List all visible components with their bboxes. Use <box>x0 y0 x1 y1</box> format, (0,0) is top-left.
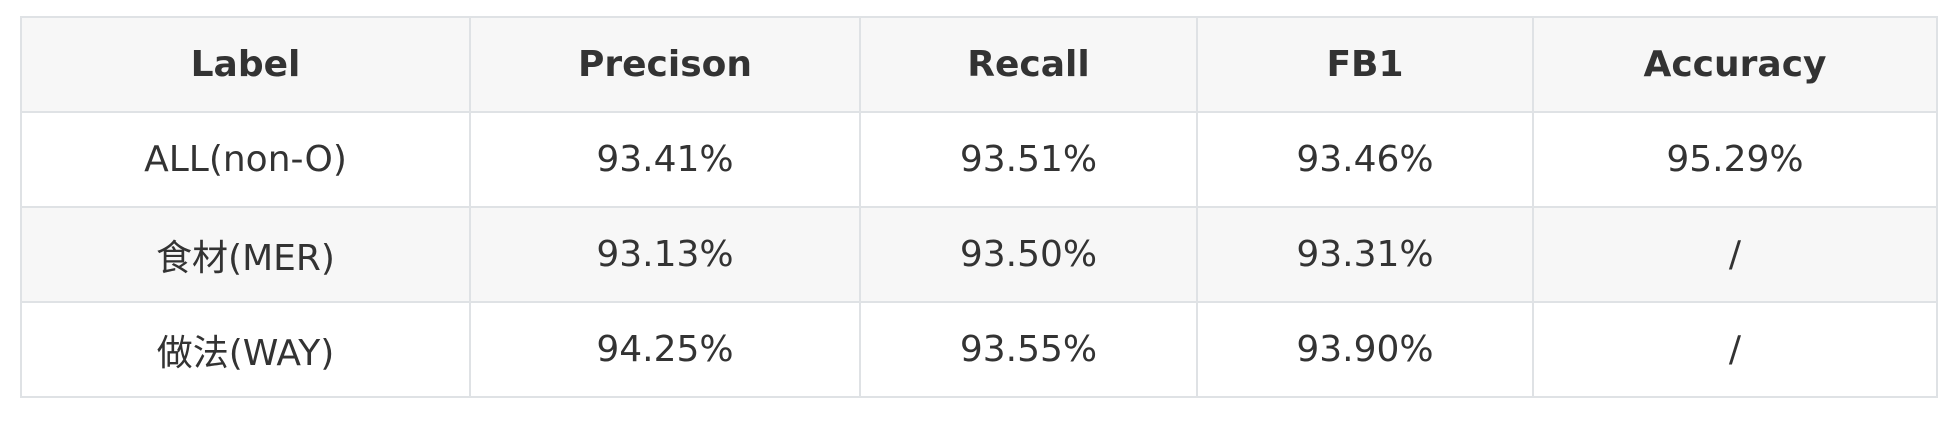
table-body: ALL(non-O) 93.41% 93.51% 93.46% 95.29% 食… <box>20 111 1938 398</box>
cell-precision: 94.25% <box>469 301 861 398</box>
metrics-table: Label Precison Recall FB1 Accuracy ALL(n… <box>20 16 1938 398</box>
header-precision: Precison <box>469 16 861 113</box>
cell-accuracy: / <box>1532 206 1938 303</box>
cell-recall: 93.51% <box>859 111 1198 208</box>
cell-label: 食材(MER) <box>20 206 471 303</box>
cell-label: ALL(non-O) <box>20 111 471 208</box>
header-fb1: FB1 <box>1196 16 1534 113</box>
cell-precision: 93.13% <box>469 206 861 303</box>
cell-label: 做法(WAY) <box>20 301 471 398</box>
cell-fb1: 93.90% <box>1196 301 1534 398</box>
table-row: ALL(non-O) 93.41% 93.51% 93.46% 95.29% <box>20 111 1938 208</box>
header-label: Label <box>20 16 471 113</box>
header-recall: Recall <box>859 16 1198 113</box>
table-header: Label Precison Recall FB1 Accuracy <box>20 16 1938 113</box>
header-accuracy: Accuracy <box>1532 16 1938 113</box>
cell-accuracy: / <box>1532 301 1938 398</box>
header-row: Label Precison Recall FB1 Accuracy <box>20 16 1938 113</box>
table-row: 食材(MER) 93.13% 93.50% 93.31% / <box>20 206 1938 303</box>
cell-fb1: 93.46% <box>1196 111 1534 208</box>
cell-precision: 93.41% <box>469 111 861 208</box>
results-table-container: Label Precison Recall FB1 Accuracy ALL(n… <box>20 16 1938 398</box>
cell-recall: 93.50% <box>859 206 1198 303</box>
cell-accuracy: 95.29% <box>1532 111 1938 208</box>
cell-fb1: 93.31% <box>1196 206 1534 303</box>
cell-recall: 93.55% <box>859 301 1198 398</box>
table-row: 做法(WAY) 94.25% 93.55% 93.90% / <box>20 301 1938 398</box>
